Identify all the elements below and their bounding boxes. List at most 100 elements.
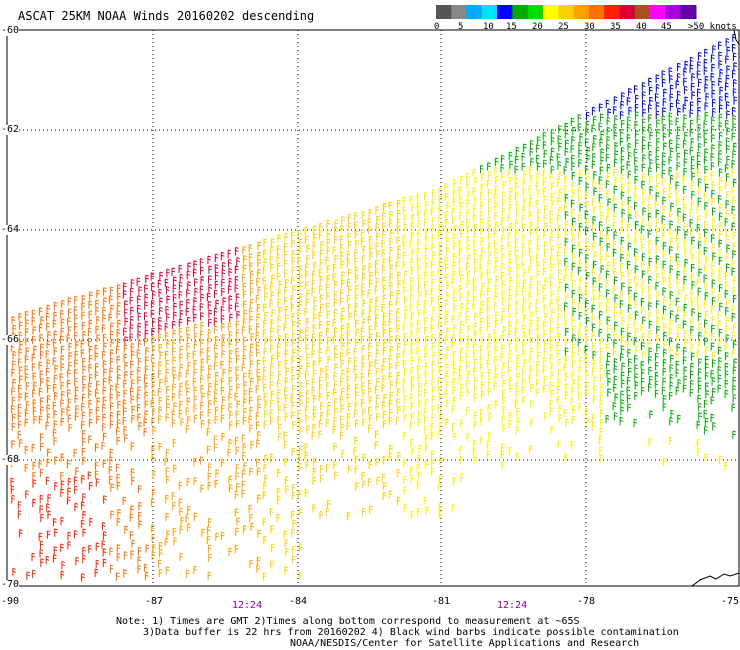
wind-barb [159, 549, 163, 558]
wind-barb [451, 422, 456, 432]
wind-barb [696, 296, 701, 305]
wind-barb [543, 356, 547, 366]
wind-barb [571, 226, 575, 235]
wind-barb [509, 176, 514, 186]
wind-barb [418, 382, 422, 391]
wind-barb [528, 184, 533, 194]
wind-barb [416, 337, 421, 346]
wind-barb [194, 287, 199, 297]
wind-barb [514, 191, 519, 201]
wind-barb [285, 485, 290, 494]
wind-barb [717, 384, 722, 393]
wind-barb [613, 185, 618, 194]
legend-swatch [527, 5, 544, 19]
wind-barb [557, 224, 562, 233]
wind-barb [292, 545, 296, 555]
wind-barb [46, 322, 50, 332]
wind-barb [719, 176, 723, 186]
wind-barb [634, 156, 638, 166]
wind-barb [263, 383, 267, 393]
wind-barb [731, 259, 736, 269]
wind-barb [599, 355, 604, 365]
wind-barb [549, 399, 554, 408]
wind-barb [613, 276, 618, 285]
wind-barb [690, 227, 694, 236]
wind-barb [683, 67, 687, 77]
wind-barb [101, 441, 106, 451]
wind-barb [565, 337, 569, 347]
wind-barb [648, 311, 652, 321]
wind-barb [18, 331, 23, 340]
wind-barb [103, 297, 107, 306]
wind-barb [655, 236, 660, 245]
wind-barb [445, 237, 450, 246]
wind-barb [235, 293, 240, 302]
wind-barb [634, 391, 638, 401]
wind-barb [599, 237, 604, 246]
wind-barb [311, 386, 316, 396]
wind-barb [81, 402, 85, 411]
wind-barb [549, 353, 554, 363]
wind-barb [374, 259, 379, 269]
wind-barb [606, 360, 610, 369]
wind-barb [460, 383, 464, 392]
wind-barb [438, 339, 443, 348]
wind-barb [171, 410, 176, 419]
wind-barb [675, 253, 680, 262]
wind-barb [178, 281, 183, 291]
wind-barb [269, 299, 274, 309]
wind-barb [606, 316, 611, 325]
wind-barb [298, 417, 303, 427]
wind-barb [234, 265, 239, 274]
wind-barb [585, 370, 590, 380]
wind-barb [683, 114, 687, 123]
wind-barb [123, 389, 128, 398]
wind-barb [269, 507, 274, 517]
wind-barb [131, 476, 135, 485]
wind-barb [572, 307, 577, 316]
wind-barb [599, 221, 603, 230]
wind-barb [235, 409, 240, 419]
wind-barb [143, 418, 148, 427]
wind-barb [341, 271, 346, 280]
wind-barb [382, 284, 387, 294]
wind-barb [66, 379, 71, 388]
wind-barb [411, 203, 416, 212]
wind-barb [354, 436, 358, 446]
wind-barb [451, 404, 456, 414]
wind-barb [277, 245, 281, 254]
wind-barb [243, 397, 247, 407]
wind-barb [416, 327, 421, 337]
wind-barb [271, 274, 275, 283]
wind-barb [437, 430, 442, 439]
wind-barb [102, 558, 107, 568]
wind-barb [662, 260, 667, 269]
wind-barb [215, 271, 219, 281]
wind-barb [299, 328, 304, 338]
wind-barb [698, 322, 703, 332]
wind-barb [528, 301, 533, 311]
wind-barb [584, 263, 589, 272]
wind-barb [591, 224, 596, 233]
wind-barb [620, 155, 625, 165]
wind-barb [438, 366, 443, 375]
wind-barb [704, 328, 709, 337]
wind-barb [683, 77, 687, 86]
wind-barb [425, 335, 429, 344]
legend-label: >50 knots [688, 22, 737, 32]
wind-barb [333, 416, 338, 426]
wind-barb [353, 356, 358, 366]
wind-barb [186, 387, 190, 397]
wind-barb [87, 327, 92, 337]
wind-barb [66, 406, 71, 415]
wind-barb [494, 292, 499, 301]
wind-barb [437, 231, 442, 240]
wind-barb [348, 312, 353, 321]
wind-barb [263, 463, 268, 473]
wind-barb [676, 134, 681, 143]
wind-barb [733, 96, 738, 105]
wind-barb [397, 225, 401, 235]
wind-barb [425, 506, 429, 515]
wind-barb [360, 327, 365, 336]
wind-barb [494, 284, 499, 293]
